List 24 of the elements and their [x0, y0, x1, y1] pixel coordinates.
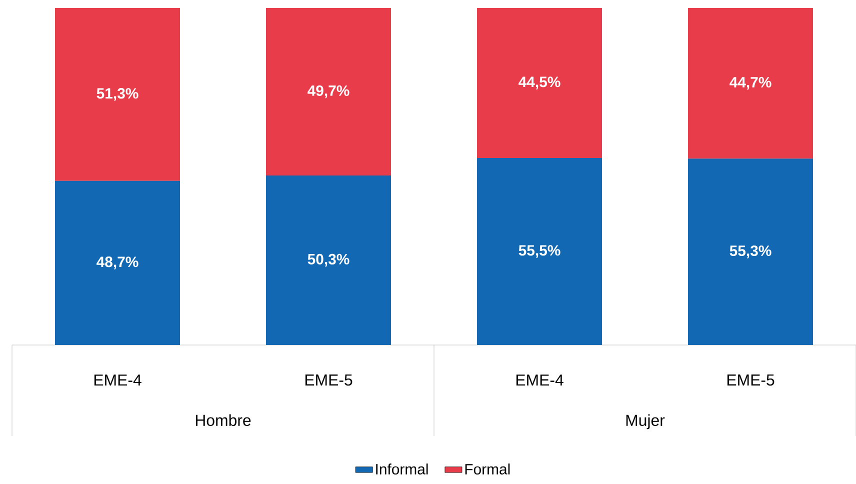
x-tick-label: EME-4 — [516, 374, 564, 386]
legend-label: Formal — [465, 464, 510, 474]
bar — [55, 8, 180, 181]
data-label: 55,5% — [518, 245, 560, 258]
bar — [477, 8, 602, 158]
text: Mujer — [626, 414, 665, 430]
bar — [688, 8, 814, 159]
data-label: 44,7% — [730, 76, 772, 90]
data-label: 50,3% — [308, 254, 350, 267]
text: Hombre — [196, 414, 251, 426]
bar — [688, 158, 814, 345]
legend-label: Informal — [376, 464, 428, 474]
bar — [266, 175, 392, 345]
data-label: 55,3% — [730, 245, 772, 258]
x-tick-label: EME-5 — [727, 374, 774, 386]
data-label: 49,7% — [308, 85, 350, 98]
bar — [55, 180, 180, 345]
bar — [477, 158, 602, 345]
bar — [266, 8, 392, 176]
data-label: 44,5% — [518, 76, 560, 90]
x-tick-label: EME-4 — [94, 374, 142, 386]
x-tick-label: EME-5 — [305, 374, 352, 386]
data-label: 51,3% — [96, 88, 138, 101]
data-label: 48,7% — [96, 256, 138, 270]
